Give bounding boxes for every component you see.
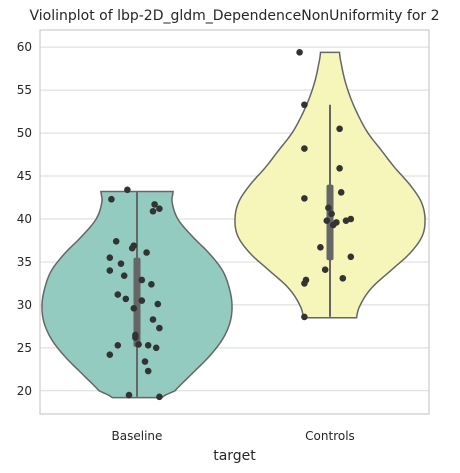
y-tick-label: 25: [17, 341, 32, 355]
data-point: [151, 201, 158, 208]
x-tick-labels: Baseline Controls: [112, 429, 355, 443]
data-point: [323, 217, 331, 225]
data-point: [138, 297, 146, 304]
data-point: [301, 280, 308, 287]
data-point: [128, 244, 136, 252]
data-point: [106, 351, 114, 359]
data-point: [138, 276, 146, 284]
data-point: [301, 145, 308, 152]
y-tick-label: 30: [17, 298, 32, 312]
y-tick-label: 55: [17, 83, 32, 97]
iqr-box-controls: [326, 184, 334, 261]
data-point: [144, 341, 152, 349]
y-tick-label: 45: [17, 169, 32, 183]
data-point: [148, 280, 155, 288]
data-point: [106, 267, 114, 274]
data-point: [347, 215, 355, 223]
data-point: [149, 316, 157, 323]
data-point: [296, 49, 303, 56]
data-point: [317, 244, 324, 251]
y-tick-labels: 20 25 30 35 40 45 50 55 60: [17, 40, 32, 398]
plot-frame: [39, 29, 430, 415]
data-point: [329, 221, 337, 229]
data-point: [124, 186, 131, 194]
data-point: [301, 195, 308, 202]
violins: [41, 51, 426, 399]
data-point: [114, 341, 122, 349]
data-point: [130, 305, 138, 312]
x-tick-label: Controls: [305, 429, 355, 443]
data-point: [328, 210, 335, 218]
data-point: [144, 367, 152, 375]
data-point: [339, 274, 347, 282]
y-tick-label: 20: [17, 384, 32, 398]
y-tick-label: 50: [17, 126, 32, 140]
data-point: [135, 341, 142, 348]
data-point: [141, 358, 149, 365]
data-point: [122, 295, 130, 303]
data-point: [154, 300, 162, 308]
data-point: [347, 253, 355, 261]
data-point: [336, 165, 343, 172]
data-point: [125, 391, 133, 399]
x-tick-label: Baseline: [112, 429, 163, 443]
data-point: [108, 195, 115, 203]
y-tick-label: 40: [17, 212, 32, 226]
data-point: [337, 189, 345, 196]
data-point: [321, 266, 329, 273]
data-point: [117, 260, 125, 267]
chart-title: Violinplot of lbp-2D_gldm_DependenceNonU…: [29, 8, 439, 24]
data-point: [106, 254, 114, 261]
data-point: [112, 238, 120, 245]
data-point: [152, 344, 160, 352]
data-point: [114, 291, 122, 298]
data-point: [120, 272, 128, 279]
x-axis-label: target: [213, 448, 256, 464]
data-point: [325, 204, 332, 212]
data-point: [301, 101, 308, 109]
data-point: [132, 334, 139, 341]
data-point: [156, 393, 163, 401]
data-point: [156, 324, 163, 332]
y-tick-label: 60: [17, 40, 32, 54]
data-point: [301, 313, 308, 321]
data-points: [106, 49, 355, 401]
data-point: [143, 249, 150, 256]
data-point: [336, 125, 343, 133]
y-tick-label: 35: [17, 255, 32, 269]
data-point: [149, 207, 157, 215]
data-point: [156, 205, 163, 212]
